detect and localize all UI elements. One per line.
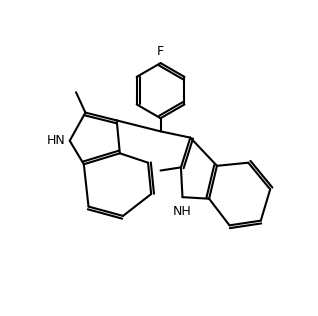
Text: HN: HN — [47, 134, 66, 147]
Text: F: F — [157, 46, 164, 58]
Text: NH: NH — [173, 205, 192, 218]
